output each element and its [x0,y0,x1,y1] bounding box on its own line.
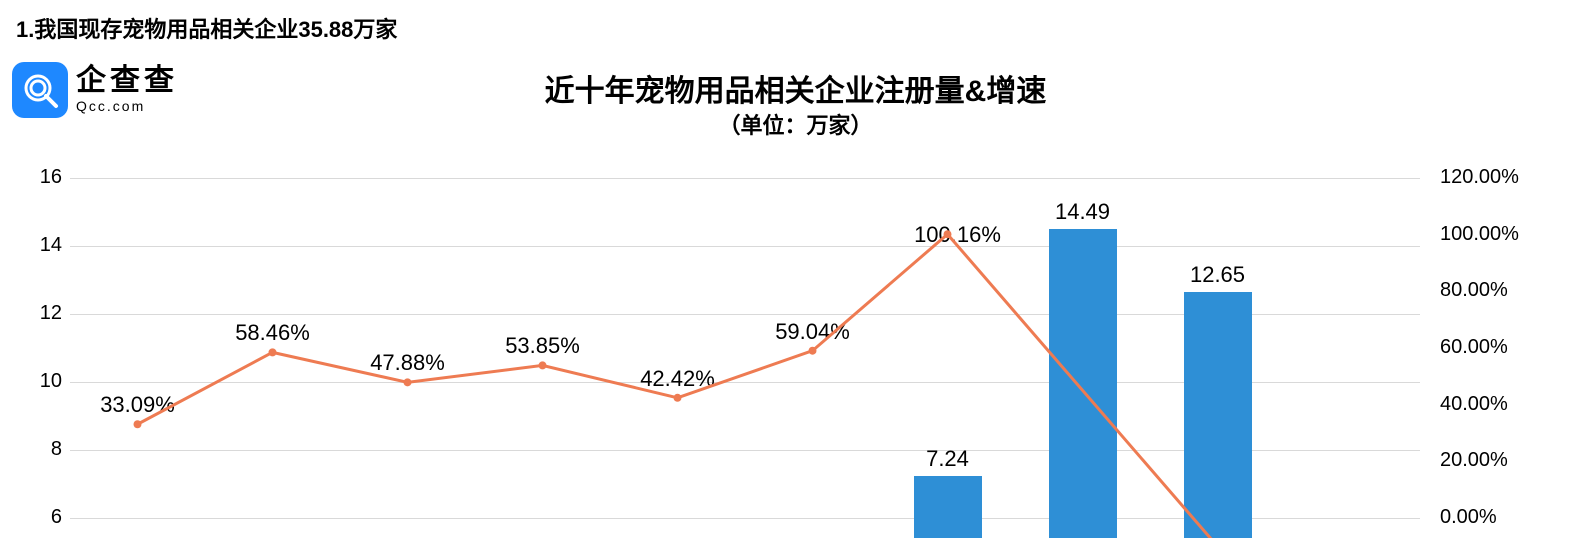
line-value-label: 47.88% [370,350,445,376]
y-right-tick: 20.00% [1440,449,1508,472]
y-right-tick: 60.00% [1440,336,1508,359]
y-right-tick: 120.00% [1440,166,1519,189]
y-right-tick: 100.00% [1440,223,1519,246]
line-value-label: 58.46% [235,320,310,346]
bar-value-label: 12.65 [1190,262,1245,288]
bar-value-label: 7.24 [926,446,969,472]
line-value-label: 59.04% [775,319,850,345]
line-value-label: 33.09% [100,392,175,418]
bar [1049,229,1117,538]
y-left-tick: 8 [12,438,62,461]
y-left-tick: 6 [12,506,62,529]
bar [914,476,982,538]
chart-area: 16 14 12 10 8 6 120.00% 100.00% 80.00% 60.00% 40.0… [0,0,1591,538]
gridline [70,178,1420,179]
line-value-label: 53.85% [505,333,580,359]
bar-value-label: 14.49 [1055,199,1110,225]
bar [1184,292,1252,538]
line-value-label: 42.42% [640,366,715,392]
y-left-tick: 12 [12,302,62,325]
y-left-tick: 16 [12,166,62,189]
y-right-tick: 0.00% [1440,506,1497,529]
gridline [70,246,1420,247]
y-left-tick: 10 [12,370,62,393]
y-left-tick: 14 [12,234,62,257]
line-value-label: 100.16% [914,222,1001,248]
y-right-tick: 40.00% [1440,393,1508,416]
y-right-tick: 80.00% [1440,279,1508,302]
